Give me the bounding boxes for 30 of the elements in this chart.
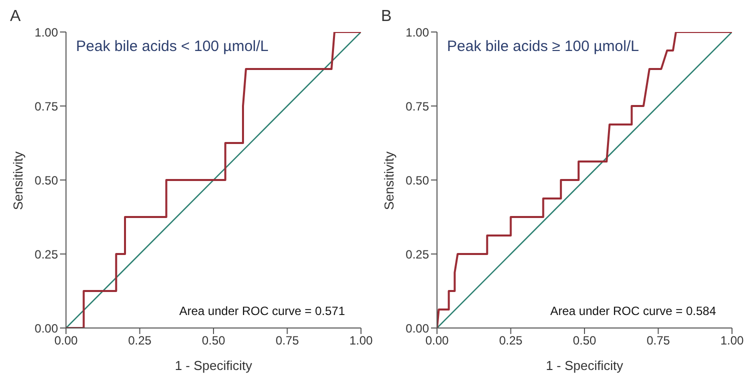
y-tick-label: 0.25 (34, 247, 58, 262)
chart-title: A (10, 8, 21, 26)
y-tick-label: 1.00 (34, 25, 58, 40)
x-axis-title: 1 - Specificity (174, 358, 253, 373)
x-tick-label: 1.00 (349, 334, 373, 348)
x-tick-label: 0.00 (425, 334, 449, 348)
x-tick-label: 0.75 (276, 334, 300, 348)
y-tick-label: 0.50 (406, 173, 430, 188)
x-tick-label: 0.50 (572, 334, 596, 348)
y-axis-title: Sensitivity (10, 150, 26, 210)
x-tick-label: 1.00 (720, 334, 744, 348)
y-tick-label: 1.00 (406, 25, 430, 40)
y-tick-label: 0.25 (406, 247, 430, 262)
chart-subtitle: Peak bile acids < 100 µmol/L (76, 38, 269, 55)
x-tick-label: 0.00 (54, 334, 78, 348)
chart-subtitle: Peak bile acids ≥ 100 µmol/L (447, 38, 639, 55)
annotation: Area under ROC curve = 0.584 (550, 304, 716, 318)
y-tick-label: 0.00 (406, 321, 430, 336)
y-axis-title: Sensitivity (382, 150, 397, 210)
annotation: Area under ROC curve = 0.571 (179, 304, 345, 318)
x-tick-label: 0.25 (499, 334, 523, 348)
chart-title: B (381, 8, 392, 26)
x-axis-title: 1 - Specificity (546, 358, 624, 373)
x-tick-label: 0.50 (202, 334, 226, 348)
y-tick-label: 0.75 (406, 99, 430, 114)
x-tick-label: 0.75 (646, 334, 670, 348)
y-tick-label: 0.50 (34, 173, 58, 188)
x-tick-label: 0.25 (128, 334, 152, 348)
y-tick-label: 0.75 (34, 99, 58, 114)
y-tick-label: 0.00 (34, 321, 58, 336)
